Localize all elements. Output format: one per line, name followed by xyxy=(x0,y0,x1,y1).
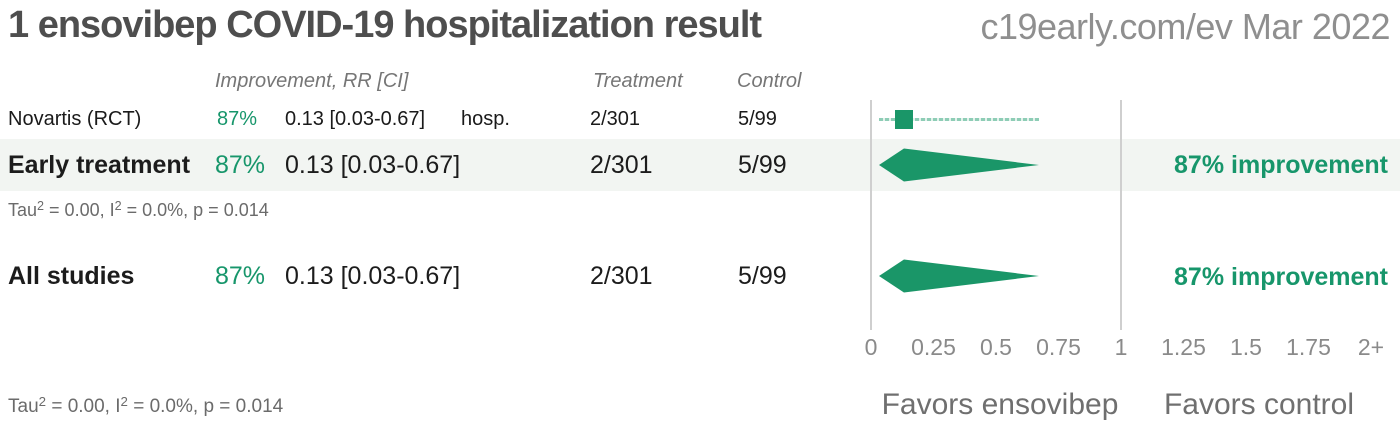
axis-tick-1: 1 xyxy=(1114,334,1128,360)
axis-tick-1-5: 1.5 xyxy=(1230,334,1262,360)
column-header-control: Control xyxy=(737,70,802,92)
heterogeneity-stats-all: Tau2 = 0.00, I2 = 0.0%, p = 0.014 xyxy=(8,394,284,417)
study-ci-line xyxy=(878,118,1039,121)
early-treatment-control-events: 5/99 xyxy=(738,151,787,179)
early-treatment-improvement-note: 87% improvement xyxy=(1174,151,1388,179)
early-treatment-label: Early treatment xyxy=(8,151,191,179)
early-treatment-improvement-pct: 87% xyxy=(215,151,266,179)
early-treatment-summary-diamond xyxy=(878,148,1039,182)
study-control-events: 5/99 xyxy=(738,108,777,130)
gridline-rr-0 xyxy=(870,100,872,330)
early-treatment-row-highlight xyxy=(0,139,1400,191)
favors-control-label: Favors control xyxy=(1163,388,1355,421)
axis-tick-0-5: 0.5 xyxy=(980,334,1012,360)
axis-tick-1-75: 1.75 xyxy=(1286,334,1331,360)
axis-tick-0-25: 0.25 xyxy=(911,334,956,360)
study-label: Novartis (RCT) xyxy=(8,108,142,130)
all-studies-summary-diamond xyxy=(878,259,1039,293)
gridline-rr-1 xyxy=(1120,100,1122,330)
axis-tick-1-25: 1.25 xyxy=(1161,334,1206,360)
axis-tick-0-75: 0.75 xyxy=(1036,334,1081,360)
early-treatment-rr-ci: 0.13 [0.03-0.67] xyxy=(285,151,461,179)
study-outcome: hosp. xyxy=(461,108,510,130)
all-studies-treatment-events: 2/301 xyxy=(590,262,653,290)
study-improvement-pct: 87% xyxy=(217,108,258,130)
axis-tick-2-plus: 2+ xyxy=(1357,334,1385,360)
study-rr-ci: 0.13 [0.03-0.67] xyxy=(285,108,426,130)
all-studies-rr-ci: 0.13 [0.03-0.67] xyxy=(285,262,461,290)
column-header-improvement: Improvement, RR [CI] xyxy=(215,70,409,92)
source-url-date: c19early.com/ev Mar 2022 xyxy=(980,6,1390,47)
page-title: 1 ensovibep COVID-19 hospitalization res… xyxy=(8,4,762,46)
early-treatment-events: 2/301 xyxy=(590,151,653,179)
all-studies-label: All studies xyxy=(8,262,135,290)
all-studies-control-events: 5/99 xyxy=(738,262,787,290)
heterogeneity-stats-early: Tau2 = 0.00, I2 = 0.0%, p = 0.014 xyxy=(8,199,269,220)
axis-tick-0: 0 xyxy=(864,334,878,360)
study-treatment-events: 2/301 xyxy=(590,108,641,130)
all-studies-improvement-pct: 87% xyxy=(215,262,266,290)
column-header-treatment: Treatment xyxy=(593,70,683,92)
study-point-estimate-marker xyxy=(894,110,913,129)
all-studies-improvement-note: 87% improvement xyxy=(1174,263,1388,291)
favors-treatment-label: Favors ensovibep xyxy=(881,388,1119,421)
